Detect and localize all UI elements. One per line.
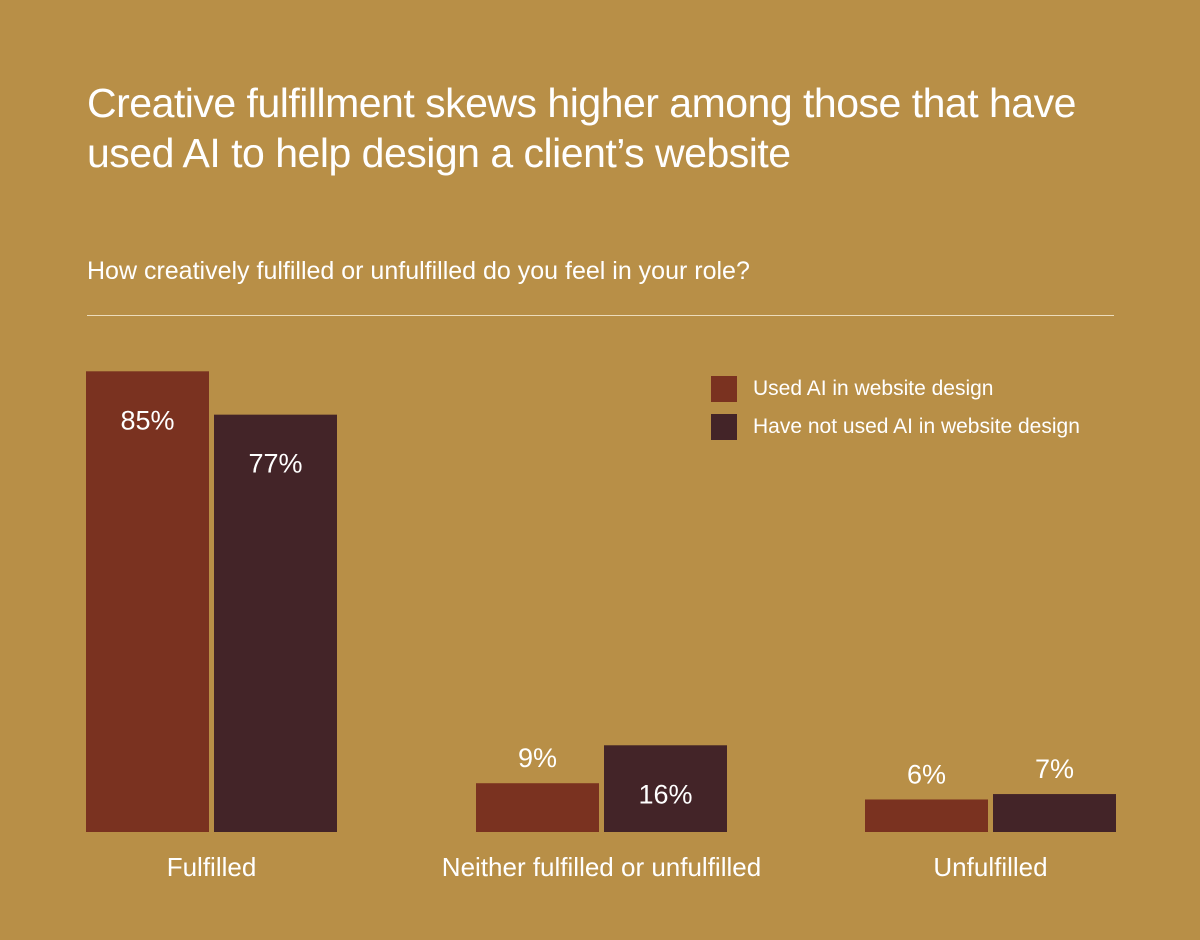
bar-neither-fulfilled-or-unfulfilled-not-used-ai — [604, 745, 727, 832]
data-label-fulfilled-used-ai: 85% — [120, 405, 174, 435]
data-label-unfulfilled-used-ai: 6% — [907, 759, 946, 789]
category-label-unfulfilled: Unfulfilled — [933, 852, 1047, 882]
divider-rule — [87, 315, 1114, 316]
chart-legend: Used AI in website design Have not used … — [711, 370, 1080, 446]
data-label-neither-fulfilled-or-unfulfilled-used-ai: 9% — [518, 743, 557, 773]
category-label-neither-fulfilled-or-unfulfilled: Neither fulfilled or unfulfilled — [442, 852, 761, 882]
data-label-neither-fulfilled-or-unfulfilled-not-used-ai: 16% — [638, 779, 692, 809]
data-label-fulfilled-not-used-ai: 77% — [248, 449, 302, 479]
legend-item-not-used-ai: Have not used AI in website design — [711, 408, 1080, 446]
data-label-unfulfilled-not-used-ai: 7% — [1035, 754, 1074, 784]
bar-neither-fulfilled-or-unfulfilled-used-ai — [476, 783, 599, 832]
legend-item-used-ai: Used AI in website design — [711, 370, 1080, 408]
legend-swatch-used-ai — [711, 376, 737, 402]
category-label-fulfilled: Fulfilled — [167, 852, 257, 882]
bar-fulfilled-used-ai — [86, 371, 209, 832]
bar-fulfilled-not-used-ai — [214, 414, 337, 832]
chart-subtitle: How creatively fulfilled or unfulfilled … — [87, 257, 750, 285]
chart-title: Creative fulfillment skews higher among … — [87, 80, 1076, 177]
bar-unfulfilled-used-ai — [865, 799, 988, 832]
bar-unfulfilled-not-used-ai — [993, 794, 1116, 832]
legend-swatch-not-used-ai — [711, 414, 737, 440]
legend-label-used-ai: Used AI in website design — [753, 377, 994, 400]
legend-label-not-used-ai: Have not used AI in website design — [753, 415, 1080, 438]
